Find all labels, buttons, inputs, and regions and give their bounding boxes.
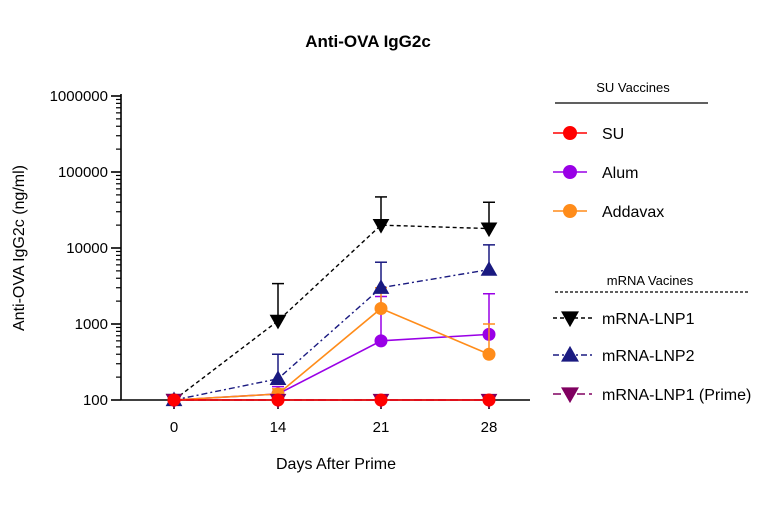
data-point — [167, 393, 181, 407]
legend-header-mrna-vacines: mRNA Vacines — [607, 273, 694, 288]
series-mrna-lnp1 — [165, 196, 498, 409]
data-point — [480, 222, 498, 238]
x-tick-label: 28 — [481, 419, 498, 436]
x-tick-label: 0 — [170, 419, 178, 436]
data-point — [372, 279, 390, 294]
legend-label: SU — [602, 126, 624, 143]
legend-label: mRNA-LNP1 (Prime) — [602, 387, 751, 404]
data-point — [482, 347, 496, 361]
y-tick-label: 100000 — [58, 164, 108, 181]
legend-label: Alum — [602, 165, 638, 182]
legend-swatch-marker — [561, 387, 579, 404]
series-line — [173, 224, 490, 401]
data-point — [480, 261, 498, 276]
data-point — [374, 301, 388, 315]
series-line — [173, 333, 490, 401]
legend-swatch-marker — [561, 345, 579, 362]
plot-area — [165, 196, 498, 409]
legend-label: mRNA-LNP1 — [602, 311, 695, 328]
chart-title: Anti-OVA IgG2c — [305, 32, 431, 51]
data-point — [269, 314, 287, 330]
data-point — [271, 393, 285, 407]
data-point — [482, 393, 496, 407]
series-mrna-lnp1-prime- — [165, 393, 498, 409]
series-line — [173, 307, 490, 401]
data-point — [372, 218, 390, 234]
x-axis-title: Days After Prime — [276, 456, 396, 473]
legend-swatch-marker — [561, 311, 579, 328]
legend-header-su-vaccines: SU Vaccines — [596, 80, 670, 95]
series-mrna-lnp2 — [165, 244, 498, 407]
legend-swatch-marker — [563, 126, 577, 140]
legend-swatch-marker — [563, 165, 577, 179]
x-tick-label: 14 — [270, 419, 287, 436]
legend-label: Addavax — [602, 204, 664, 221]
data-point — [374, 393, 388, 407]
x-tick-label: 21 — [373, 419, 390, 436]
series-su — [167, 393, 496, 407]
series-line — [173, 268, 490, 401]
legend-swatch-marker — [563, 204, 577, 218]
legend-label: mRNA-LNP2 — [602, 348, 695, 365]
data-point — [374, 334, 388, 348]
legend: SU Vaccines SU Alum Addavax mRNA Vacines mRNA… — [553, 80, 751, 404]
series-addavax — [167, 286, 496, 407]
data-point — [269, 370, 287, 385]
y-tick-label: 100 — [83, 392, 108, 409]
y-tick-label: 10000 — [66, 240, 108, 257]
y-tick-label: 1000000 — [50, 88, 108, 105]
y-tick-label: 1000 — [75, 316, 108, 333]
y-axis-title: Anti-OVA IgG2c (ng/ml) — [11, 165, 28, 331]
